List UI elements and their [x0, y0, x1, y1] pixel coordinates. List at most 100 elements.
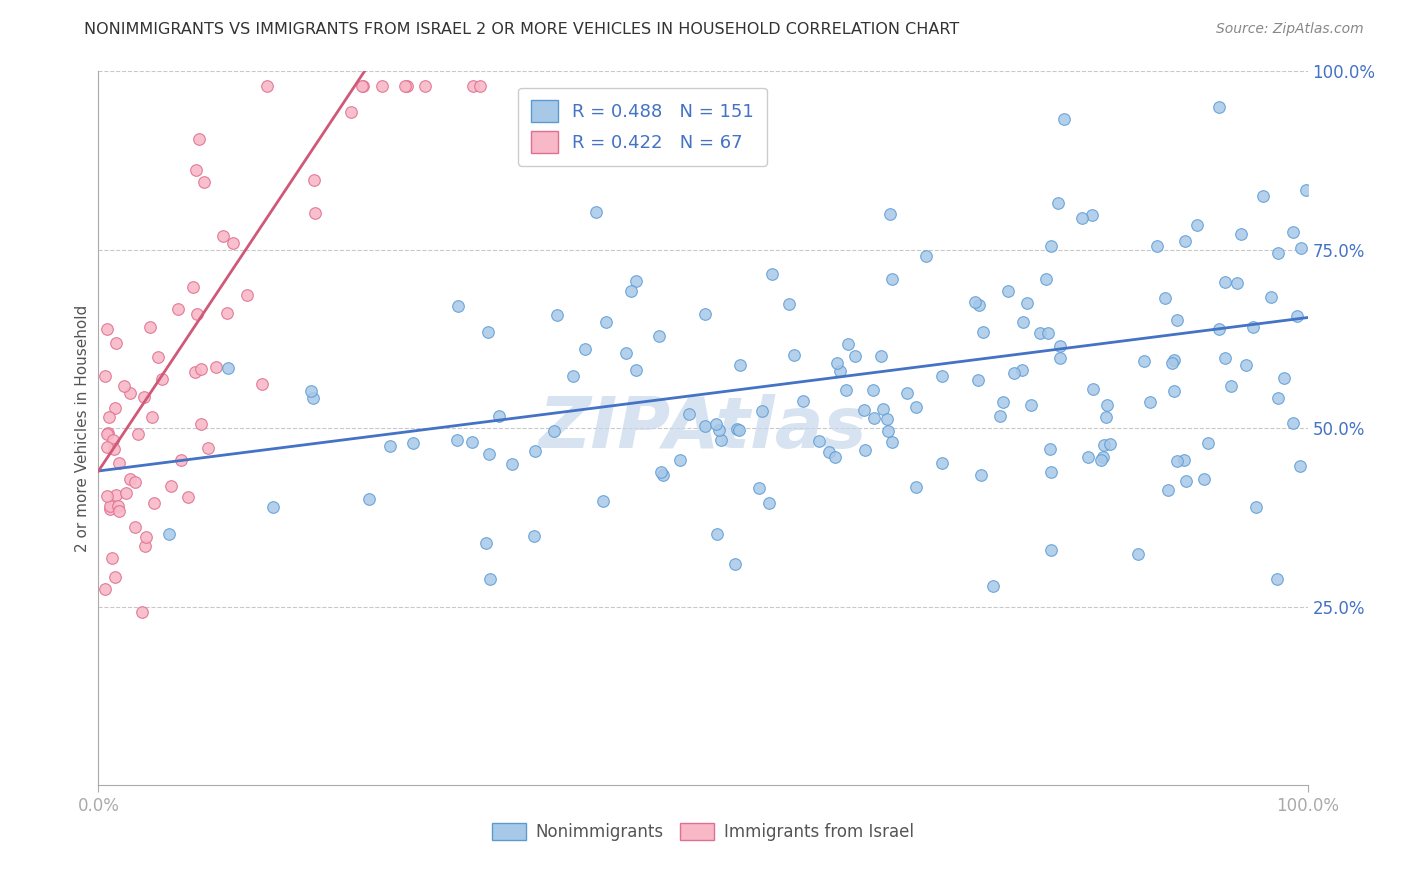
Point: [991, 394, 1014, 409]
Point: [818, 444, 841, 458]
Point: [96, 489, 118, 503]
Point: [1281, 225, 1303, 239]
Point: [546, 308, 568, 322]
Point: [963, 295, 986, 310]
Point: [704, 417, 727, 431]
Point: [693, 307, 716, 321]
Point: [217, 361, 239, 376]
Point: [222, 236, 245, 251]
Point: [1146, 239, 1168, 253]
Point: [869, 349, 891, 363]
Text: Source: ZipAtlas.com: Source: ZipAtlas.com: [1216, 22, 1364, 37]
Point: [1132, 353, 1154, 368]
Point: [97, 410, 120, 425]
Point: [1053, 112, 1076, 127]
Point: [981, 579, 1004, 593]
Point: [301, 391, 323, 405]
Point: [252, 377, 274, 392]
Point: [96, 322, 118, 336]
Point: [98, 500, 121, 514]
Point: [792, 393, 814, 408]
Point: [1139, 394, 1161, 409]
Point: [1241, 319, 1264, 334]
Point: [1126, 547, 1149, 561]
Point: [1213, 351, 1236, 366]
Point: [184, 162, 207, 177]
Point: [370, 78, 392, 93]
Point: [896, 385, 918, 400]
Point: [103, 401, 125, 415]
Point: [94, 582, 117, 596]
Point: [1272, 370, 1295, 384]
Point: [863, 411, 886, 425]
Point: [124, 520, 146, 534]
Point: [302, 173, 325, 187]
Point: [1175, 475, 1198, 489]
Point: [352, 78, 374, 93]
Point: [1019, 398, 1042, 412]
Point: [574, 343, 596, 357]
Point: [212, 228, 235, 243]
Point: [402, 436, 425, 450]
Point: [751, 404, 773, 418]
Point: [460, 434, 482, 449]
Point: [1038, 326, 1060, 340]
Point: [678, 407, 700, 421]
Point: [108, 504, 131, 518]
Point: [876, 411, 898, 425]
Point: [1070, 211, 1092, 225]
Point: [834, 384, 856, 398]
Point: [905, 480, 928, 494]
Point: [778, 297, 800, 311]
Point: [160, 479, 183, 493]
Point: [1267, 572, 1289, 586]
Point: [693, 419, 716, 434]
Point: [1163, 352, 1185, 367]
Point: [1253, 188, 1275, 202]
Point: [620, 284, 643, 298]
Point: [853, 403, 876, 417]
Point: [461, 78, 484, 93]
Point: [1039, 442, 1062, 456]
Point: [1011, 314, 1033, 328]
Point: [1091, 450, 1114, 465]
Point: [447, 299, 470, 313]
Point: [177, 490, 200, 504]
Point: [186, 307, 208, 321]
Point: [1234, 359, 1257, 373]
Point: [1282, 417, 1305, 431]
Point: [1192, 472, 1215, 486]
Point: [141, 409, 163, 424]
Point: [468, 78, 491, 93]
Point: [205, 359, 228, 374]
Point: [1090, 453, 1112, 467]
Point: [1049, 339, 1071, 353]
Point: [877, 425, 900, 439]
Point: [94, 368, 117, 383]
Point: [1029, 326, 1052, 340]
Point: [118, 386, 141, 401]
Point: [592, 493, 614, 508]
Point: [190, 417, 212, 431]
Point: [478, 447, 501, 461]
Point: [561, 369, 583, 384]
Point: [879, 207, 901, 221]
Point: [882, 272, 904, 286]
Point: [112, 379, 135, 393]
Point: [1046, 195, 1069, 210]
Point: [931, 456, 953, 470]
Point: [474, 536, 496, 550]
Point: [352, 78, 374, 93]
Point: [523, 529, 546, 543]
Point: [217, 306, 239, 320]
Point: [101, 434, 124, 448]
Point: [1092, 438, 1115, 452]
Point: [131, 605, 153, 619]
Point: [103, 442, 125, 457]
Point: [262, 500, 284, 515]
Point: [1002, 367, 1025, 381]
Point: [710, 433, 733, 447]
Point: [1049, 351, 1071, 365]
Point: [915, 249, 938, 263]
Point: [184, 365, 207, 379]
